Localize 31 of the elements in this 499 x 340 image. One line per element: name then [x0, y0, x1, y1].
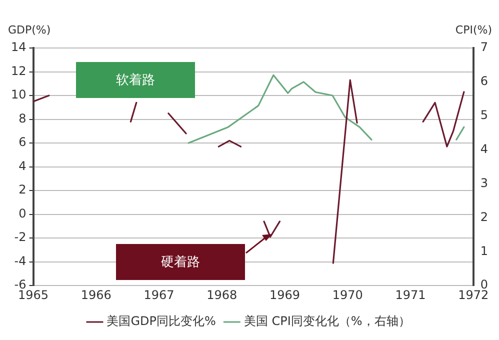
- y-tick-label: 8: [18, 111, 26, 126]
- y-tick-label: 14: [10, 40, 26, 54]
- y2-axis-title: CPI(%): [455, 23, 492, 36]
- y2-tick-label: 4: [480, 142, 488, 156]
- y-tick-label: 6: [18, 135, 26, 150]
- y2-tick-label: 5: [480, 108, 488, 122]
- y2-tick-label: 3: [480, 176, 488, 190]
- y-tick-label: 12: [10, 64, 26, 78]
- x-tick-label: 1971: [395, 288, 426, 302]
- x-tick-label: 1966: [80, 288, 112, 302]
- y-tick-label: 4: [18, 158, 26, 173]
- y-tick-label: 10: [10, 88, 26, 102]
- label-box: 硬着路: [116, 244, 246, 280]
- y2-tick-label: 2: [480, 210, 488, 224]
- x-tick-label: 1969: [269, 288, 300, 302]
- x-tick-label: 1968: [206, 288, 238, 302]
- x-tick-label: 1970: [332, 288, 363, 302]
- x-tick-label: 1965: [18, 288, 49, 302]
- legend-label: 美国 CPI同变化化（%，右轴）: [244, 314, 410, 328]
- x-tick-label: 1967: [144, 288, 174, 302]
- y-tick-label: 0: [18, 206, 26, 220]
- x-tick-label: 1972: [458, 288, 489, 302]
- y-tick-label: -2: [14, 230, 26, 244]
- y2-tick-label: 1: [480, 244, 488, 258]
- y2-tick-label: 7: [480, 40, 488, 54]
- y-tick-label: 2: [18, 182, 26, 197]
- label-box: 软着路: [76, 62, 196, 98]
- legend-label: 美国GDP同比变化%: [106, 314, 216, 328]
- y2-tick-label: 6: [480, 74, 488, 88]
- y-tick-label: -4: [14, 254, 26, 268]
- y-axis-title: GDP(%): [8, 23, 51, 36]
